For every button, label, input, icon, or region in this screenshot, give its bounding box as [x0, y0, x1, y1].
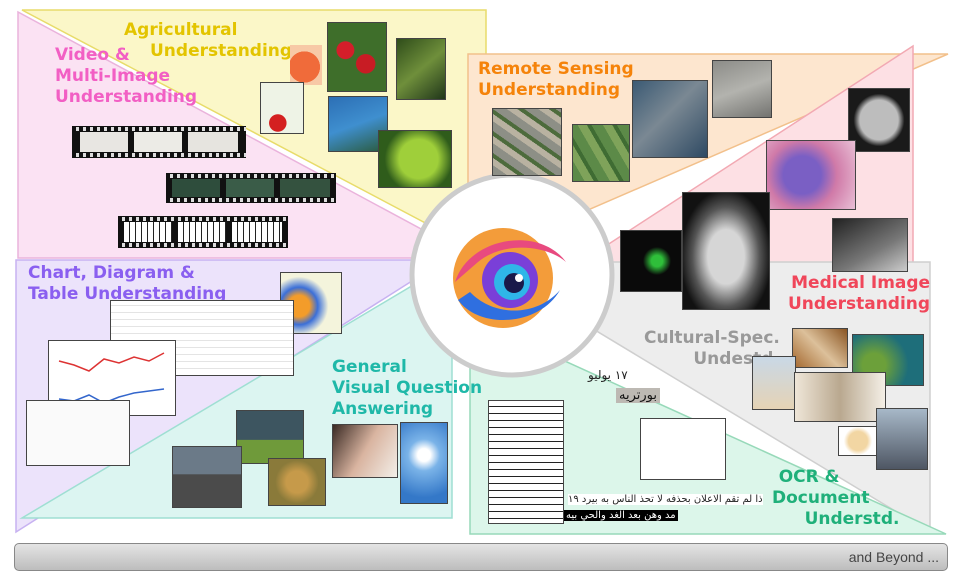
vqa-label-line3: Answering [332, 399, 434, 419]
medical-label: Medical Image Understanding [788, 273, 930, 315]
aerial-port-image [632, 80, 708, 158]
chest-ct-image [682, 192, 770, 310]
mother-child-image [332, 424, 398, 478]
aerial-airport-image [712, 60, 772, 118]
ocr-snippet-1: ١٧ يوليو [588, 368, 628, 382]
film-strip-1 [72, 126, 246, 158]
peach-image [290, 45, 322, 85]
chart-label: Chart, Diagram & Table Understanding [28, 263, 226, 305]
remote-sensing-label-line1: Remote Sensing [478, 59, 634, 79]
men-robes-image [794, 372, 886, 422]
ocr-label-line3: Understd. [804, 509, 900, 529]
vqa-label-line2: Visual Question [332, 378, 483, 398]
form-image [640, 418, 726, 480]
vqa-label: General Visual Question Answering [332, 357, 482, 420]
grapevine-image [396, 38, 446, 100]
cat-grass-image [268, 458, 326, 506]
film-strip-3 [118, 216, 288, 248]
microscopy-image [832, 218, 908, 272]
ocr-snippet-3: ذا لم تقم الاعلان بحذفه لا تحذ الناس به … [568, 494, 763, 505]
eye-logo-icon [453, 228, 566, 328]
wood-ceiling-image [792, 328, 848, 368]
ocr-snippet-4: مد وهن بعد الغد والحي بيه [564, 510, 678, 521]
dessert-image [838, 426, 878, 456]
remote-sensing-label: Remote Sensing Understanding [478, 59, 634, 101]
footer-bar: and Beyond ... [14, 543, 948, 571]
footer-text: and Beyond ... [848, 549, 939, 565]
clock-image [400, 422, 448, 504]
green-leaf-image [378, 130, 452, 188]
ocr-snippet-2: بورتريه [616, 388, 660, 403]
fluorescence-image [620, 230, 682, 292]
agricultural-label-line1: Agricultural [124, 20, 238, 40]
film-strip-2 [166, 173, 336, 203]
vqa-label-line1: General [332, 357, 407, 377]
ocr-label-line2: Document [772, 488, 870, 508]
field-sky-image [236, 410, 304, 464]
aerial-residential-image [492, 108, 562, 176]
remote-sensing-label-line2: Understanding [478, 80, 621, 100]
video-label-line3: Understanding [55, 87, 198, 107]
brain-mri-image [848, 88, 910, 152]
histology-image [766, 140, 856, 210]
medical-label-line2: Understanding [788, 294, 931, 314]
manuscript-image [488, 400, 564, 524]
agricultural-label-line2: Understanding [150, 41, 293, 61]
medical-label-line1: Medical Image [791, 273, 931, 293]
aerial-farmland-image [572, 124, 630, 182]
video-label-line2: Multi-Image [55, 66, 171, 86]
desert-view-image [752, 356, 796, 410]
video-region [17, 10, 476, 259]
video-label: Video & Multi-Image Understanding [55, 45, 197, 108]
street-image [172, 446, 242, 508]
city-skyline-image [876, 408, 928, 470]
ocr-label-line1: OCR & [778, 467, 840, 487]
ocr-label: OCR & Document Understd. [772, 467, 899, 530]
chart-label-line1: Chart, Diagram & [28, 263, 195, 283]
agricultural-label: Agricultural Understanding [124, 20, 292, 62]
cycle-diagram-thumbnail [26, 400, 130, 466]
chart-label-line2: Table Understanding [28, 284, 227, 304]
cultural-label-line1: Cultural-Spec. [644, 328, 780, 348]
tomato-leaf-image [260, 82, 304, 134]
video-label-line1: Video & [55, 45, 130, 65]
apple-tree-image [327, 22, 387, 92]
